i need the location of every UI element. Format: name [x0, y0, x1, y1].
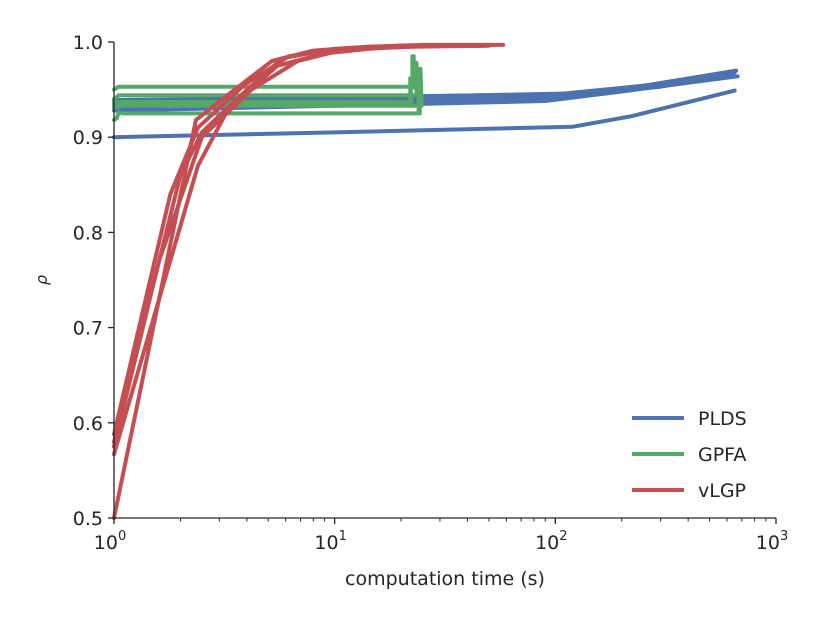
series-gpfa-run-3 [112, 60, 420, 102]
legend: PLDS GPFA vLGP [632, 408, 747, 502]
series-plds-run-1 [112, 88, 737, 140]
y-tick-label: 0.8 [73, 222, 103, 244]
y-tick-label: 0.7 [73, 318, 103, 340]
legend-label-gpfa: GPFA [698, 444, 746, 466]
y-tick-label: 0.5 [73, 508, 103, 530]
series-vlgp-run-5 [112, 43, 481, 444]
legend-label-vlgp: vLGP [698, 480, 746, 502]
x-tick-label: 100 [94, 529, 126, 554]
axis-ticks: 0.5 0.6 0.7 0.8 0.9 1.0 100 101 102 103 [73, 32, 788, 554]
x-tick-label: 103 [756, 529, 788, 554]
x-tick-label: 101 [314, 529, 346, 554]
series-gpfa-run-5 [112, 66, 424, 110]
series-vlgp-run-1 [112, 42, 506, 520]
y-tick-label: 1.0 [73, 32, 103, 54]
series-gpfa-run-2 [112, 54, 417, 92]
y-axis-label: ρ [32, 275, 51, 285]
axes [113, 42, 776, 519]
x-tick-label: 102 [535, 529, 567, 554]
series-plds-run-6 [112, 72, 734, 103]
y-tick-label: 0.6 [73, 413, 103, 435]
x-axis-label: computation time (s) [345, 568, 545, 590]
legend-label-plds: PLDS [698, 408, 747, 430]
series-gpfa-run-4 [112, 76, 414, 105]
y-tick-label: 0.9 [73, 127, 103, 149]
plot-lines [112, 42, 740, 520]
